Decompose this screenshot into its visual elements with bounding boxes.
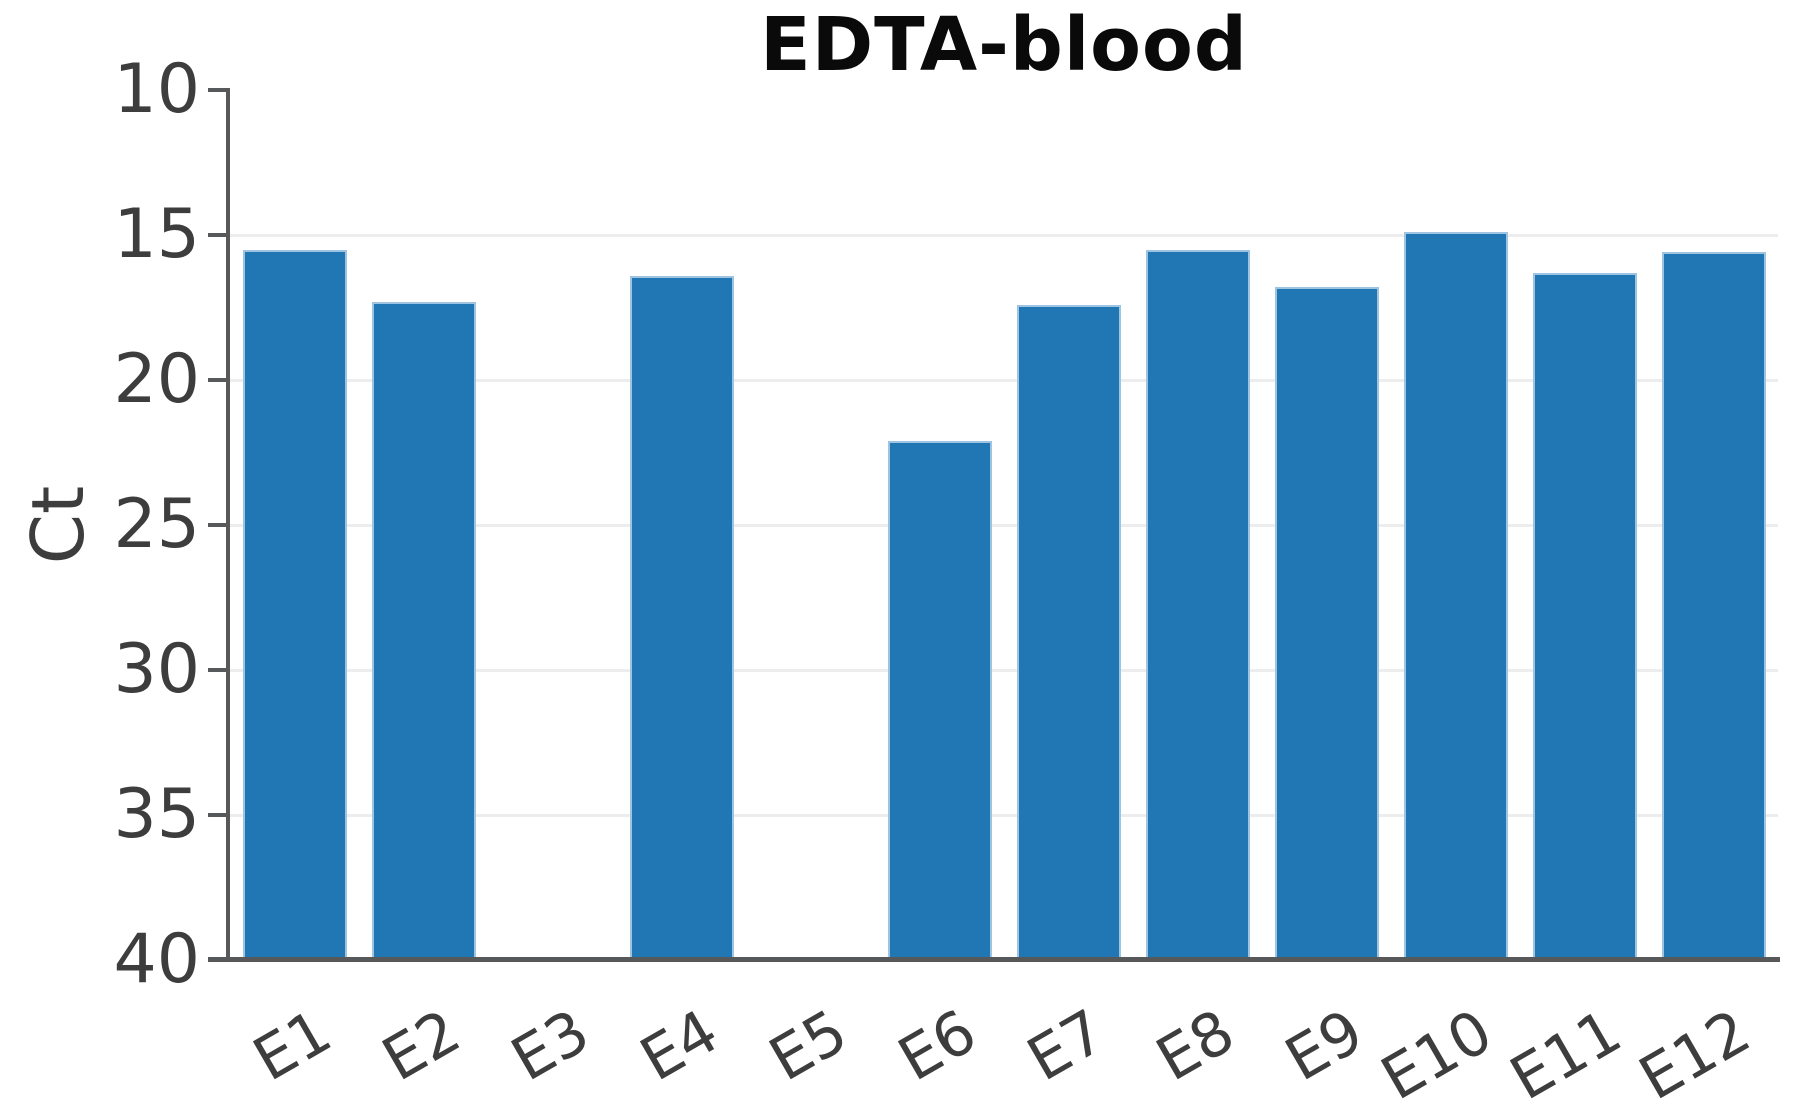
y-tick-mark-30 [208,668,226,672]
bar-e12 [1661,252,1766,960]
x-tick-label-e7: E7 [1015,996,1117,1096]
gridline-ct-25 [230,524,1778,527]
y-tick-label-20: 20 [113,340,200,419]
bar-e2 [371,301,476,960]
gridline-ct-15 [230,234,1778,237]
y-tick-mark-35 [208,813,226,817]
y-tick-label-30: 30 [113,630,200,709]
chart-title: EDTA-blood [760,2,1248,88]
x-tick-label-e6: E6 [886,996,988,1096]
y-tick-mark-10 [208,88,226,92]
gridline-ct-30 [230,669,1778,672]
bar-e7 [1016,304,1121,960]
bar-e11 [1532,272,1637,960]
y-tick-label-35: 35 [113,775,200,854]
y-tick-label-25: 25 [113,485,200,564]
bar-e10 [1403,232,1508,960]
x-tick-label-e8: E8 [1144,996,1246,1096]
gridline-ct-20 [230,379,1778,382]
y-tick-mark-20 [208,378,226,382]
x-tick-label-e2: E2 [370,996,472,1096]
x-tick-label-e9: E9 [1273,996,1375,1096]
x-tick-label-e3: E3 [499,996,601,1096]
bar-e1 [242,249,347,960]
y-tick-mark-40 [208,958,226,962]
y-tick-label-10: 10 [113,50,200,129]
x-tick-label-e5: E5 [757,996,859,1096]
y-tick-mark-15 [208,233,226,237]
x-tick-label-e12: E12 [1627,996,1762,1115]
bar-e8 [1145,249,1250,960]
y-axis-line [226,88,230,962]
x-tick-label-e11: E11 [1498,996,1633,1115]
x-axis-line [208,957,1780,962]
x-tick-label-e10: E10 [1369,996,1504,1115]
bar-e9 [1274,287,1379,960]
bar-e6 [887,440,992,960]
gridline-ct-35 [230,814,1778,817]
x-tick-label-e1: E1 [241,996,343,1096]
y-tick-label-15: 15 [113,195,200,274]
bar-e4 [629,275,734,960]
y-tick-mark-25 [208,523,226,527]
x-tick-label-e4: E4 [628,996,730,1096]
y-tick-label-40: 40 [113,920,200,999]
